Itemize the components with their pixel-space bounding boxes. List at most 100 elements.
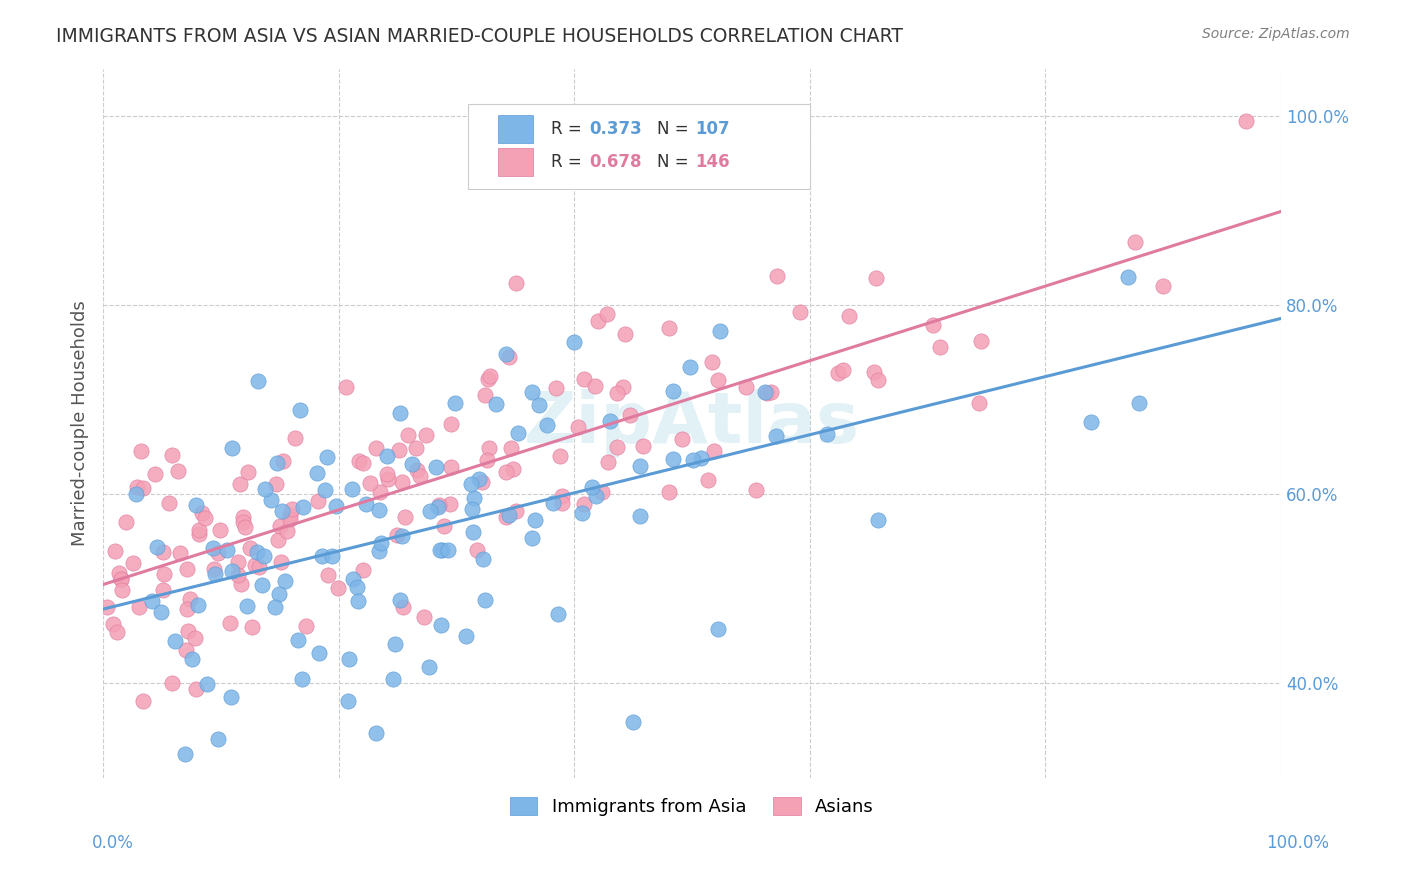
Asians bbox=[236, 466, 259, 480]
Immigrants from Asia bbox=[498, 508, 520, 522]
Asians bbox=[832, 363, 855, 377]
Asians bbox=[413, 609, 436, 624]
Immigrants from Asia bbox=[356, 497, 378, 511]
Text: Source: ZipAtlas.com: Source: ZipAtlas.com bbox=[1202, 27, 1350, 41]
Immigrants from Asia bbox=[247, 374, 270, 388]
Asians bbox=[232, 509, 254, 524]
Asians bbox=[207, 546, 229, 560]
Asians bbox=[707, 373, 730, 387]
Asians bbox=[439, 497, 461, 511]
Immigrants from Asia bbox=[217, 543, 239, 558]
Asians bbox=[735, 380, 758, 394]
FancyBboxPatch shape bbox=[498, 148, 533, 177]
Asians bbox=[101, 617, 124, 632]
Immigrants from Asia bbox=[337, 652, 360, 666]
Immigrants from Asia bbox=[375, 449, 398, 463]
Immigrants from Asia bbox=[221, 441, 243, 455]
Immigrants from Asia bbox=[336, 694, 359, 708]
Immigrants from Asia bbox=[495, 347, 517, 361]
Immigrants from Asia bbox=[340, 482, 363, 496]
Asians bbox=[759, 384, 782, 399]
Asians bbox=[499, 442, 522, 456]
Asians bbox=[143, 467, 166, 481]
Asians bbox=[191, 506, 214, 520]
Immigrants from Asia bbox=[523, 513, 546, 527]
Asians bbox=[108, 566, 131, 580]
Y-axis label: Married-couple Households: Married-couple Households bbox=[72, 301, 89, 546]
Text: 0.0%: 0.0% bbox=[91, 834, 134, 852]
Immigrants from Asia bbox=[690, 450, 713, 465]
Asians bbox=[586, 314, 609, 328]
Asians bbox=[827, 366, 849, 380]
Immigrants from Asia bbox=[426, 500, 449, 514]
Immigrants from Asia bbox=[621, 715, 644, 730]
Immigrants from Asia bbox=[325, 499, 347, 513]
Immigrants from Asia bbox=[273, 574, 295, 588]
Immigrants from Asia bbox=[381, 673, 404, 687]
Asians bbox=[440, 417, 463, 431]
Immigrants from Asia bbox=[370, 536, 392, 550]
Asians bbox=[110, 572, 132, 586]
Immigrants from Asia bbox=[541, 496, 564, 510]
Asians bbox=[167, 464, 190, 478]
Immigrants from Asia bbox=[347, 594, 370, 608]
Immigrants from Asia bbox=[291, 500, 314, 514]
Asians bbox=[129, 444, 152, 458]
Asians bbox=[269, 518, 291, 533]
Immigrants from Asia bbox=[520, 384, 543, 399]
Asians bbox=[474, 387, 496, 401]
Asians bbox=[267, 533, 290, 548]
Immigrants from Asia bbox=[866, 513, 889, 527]
Immigrants from Asia bbox=[321, 549, 343, 563]
Asians bbox=[1152, 279, 1174, 293]
Asians bbox=[229, 476, 252, 491]
Asians bbox=[128, 599, 150, 614]
Immigrants from Asia bbox=[463, 491, 485, 505]
Immigrants from Asia bbox=[815, 426, 838, 441]
Immigrants from Asia bbox=[599, 414, 621, 428]
Immigrants from Asia bbox=[368, 503, 391, 517]
Asians bbox=[132, 694, 155, 708]
Asians bbox=[921, 318, 943, 332]
Asians bbox=[264, 477, 287, 491]
Asians bbox=[115, 515, 138, 529]
Asians bbox=[284, 431, 307, 445]
Immigrants from Asia bbox=[571, 506, 593, 520]
Immigrants from Asia bbox=[527, 398, 550, 412]
Asians bbox=[440, 459, 463, 474]
Immigrants from Asia bbox=[308, 646, 330, 660]
Immigrants from Asia bbox=[201, 541, 224, 556]
Immigrants from Asia bbox=[425, 459, 447, 474]
Immigrants from Asia bbox=[290, 402, 312, 417]
Asians bbox=[232, 515, 254, 529]
Asians bbox=[375, 467, 398, 482]
Immigrants from Asia bbox=[436, 542, 458, 557]
Asians bbox=[929, 340, 952, 354]
Immigrants from Asia bbox=[429, 543, 451, 558]
Asians bbox=[377, 472, 399, 486]
Asians bbox=[572, 372, 595, 386]
Immigrants from Asia bbox=[472, 551, 495, 566]
Immigrants from Asia bbox=[187, 599, 209, 613]
Immigrants from Asia bbox=[207, 732, 229, 747]
Immigrants from Asia bbox=[267, 587, 290, 601]
Asians bbox=[247, 559, 270, 574]
Immigrants from Asia bbox=[401, 457, 423, 471]
Asians bbox=[614, 326, 637, 341]
Immigrants from Asia bbox=[311, 549, 333, 563]
Asians bbox=[186, 681, 208, 696]
Asians bbox=[218, 615, 240, 630]
Asians bbox=[567, 420, 589, 434]
Legend: Immigrants from Asia, Asians: Immigrants from Asia, Asians bbox=[502, 788, 883, 825]
Asians bbox=[193, 510, 215, 524]
Immigrants from Asia bbox=[266, 456, 288, 470]
Immigrants from Asia bbox=[291, 672, 314, 686]
Immigrants from Asia bbox=[141, 594, 163, 608]
Asians bbox=[152, 583, 174, 598]
Asians bbox=[179, 591, 201, 606]
Text: IMMIGRANTS FROM ASIA VS ASIAN MARRIED-COUPLE HOUSEHOLDS CORRELATION CHART: IMMIGRANTS FROM ASIA VS ASIAN MARRIED-CO… bbox=[56, 27, 903, 45]
Text: ZipAtlas: ZipAtlas bbox=[524, 389, 860, 458]
Immigrants from Asia bbox=[305, 466, 328, 480]
Immigrants from Asia bbox=[236, 599, 259, 613]
Asians bbox=[352, 456, 374, 470]
